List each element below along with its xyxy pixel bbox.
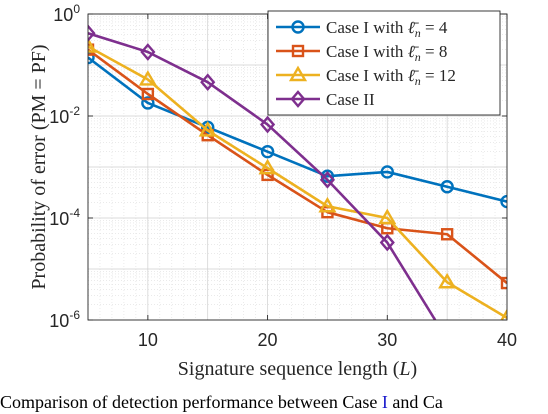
caption-suffix: and Ca — [387, 392, 443, 412]
series-1-line — [88, 56, 507, 203]
series-2-line — [88, 48, 507, 285]
legend-label: Case I with ℓ̄n = 4 — [326, 18, 448, 40]
series-2-point — [261, 168, 274, 182]
x-axis-label: Signature sequence length (L) — [178, 358, 417, 380]
series-4-point — [319, 170, 336, 189]
series-2-point — [440, 228, 454, 241]
y-tick-label: 10-6 — [49, 308, 80, 331]
y-axis-label: Probability of error (PM = PF) — [28, 44, 50, 289]
series-3-point — [500, 308, 507, 320]
x-tick-label: 40 — [497, 330, 517, 350]
series-layer — [88, 24, 507, 320]
caption-prefix: Comparison of detection performance betw… — [0, 392, 382, 412]
series-3 — [88, 37, 507, 320]
x-tick-label: 30 — [377, 330, 397, 350]
series-4-point — [140, 43, 156, 61]
series-4-point — [259, 115, 276, 134]
series-4-point — [88, 24, 96, 43]
series-1-point — [88, 50, 95, 65]
legend-swatch-marker — [291, 20, 305, 34]
series-2-point — [500, 276, 507, 290]
series-4 — [88, 24, 437, 320]
series-3-point — [318, 196, 337, 213]
series-3-point — [438, 272, 457, 289]
series-1-point — [440, 180, 454, 194]
legend-label: Case II — [326, 90, 375, 109]
series-3-point — [258, 158, 277, 175]
legend-box — [267, 10, 501, 116]
legend-swatch-marker — [288, 65, 308, 82]
series-3-point — [198, 121, 217, 137]
series-3-point — [138, 70, 157, 86]
legend-swatch-marker — [291, 44, 305, 58]
caption-case-ref-link[interactable]: I — [381, 392, 388, 412]
series-1-point — [260, 144, 275, 159]
series-2-point — [141, 87, 155, 101]
ticks: 10 20 30 40 100 10-2 10-4 10-6 — [49, 2, 517, 350]
legend-label: Case I with ℓ̄n = 8 — [326, 42, 447, 64]
series-1-point — [500, 194, 507, 209]
x-tick-label: 10 — [138, 330, 158, 350]
series-3-line — [88, 45, 507, 320]
series-1-point — [380, 165, 394, 179]
series-1-point — [141, 96, 155, 110]
series-3-point — [378, 208, 397, 225]
legend-swatch-marker — [290, 90, 306, 108]
chart: 10 20 30 40 100 10-2 10-4 10-6 Signature sequen… — [28, 2, 518, 380]
legend-label: Case I with ℓ̄n = 12 — [326, 66, 456, 88]
series-4-line — [88, 31, 437, 320]
series-3-point — [88, 37, 98, 53]
series-4-point — [379, 233, 395, 252]
y-tick-label: 10-4 — [49, 206, 80, 229]
series-4-point — [200, 73, 216, 92]
x-tick-label: 20 — [258, 330, 278, 350]
figure-caption: Comparison of detection performance betw… — [0, 392, 548, 414]
y-tick-label: 10-2 — [49, 104, 80, 127]
y-tick-label: 100 — [53, 2, 80, 25]
